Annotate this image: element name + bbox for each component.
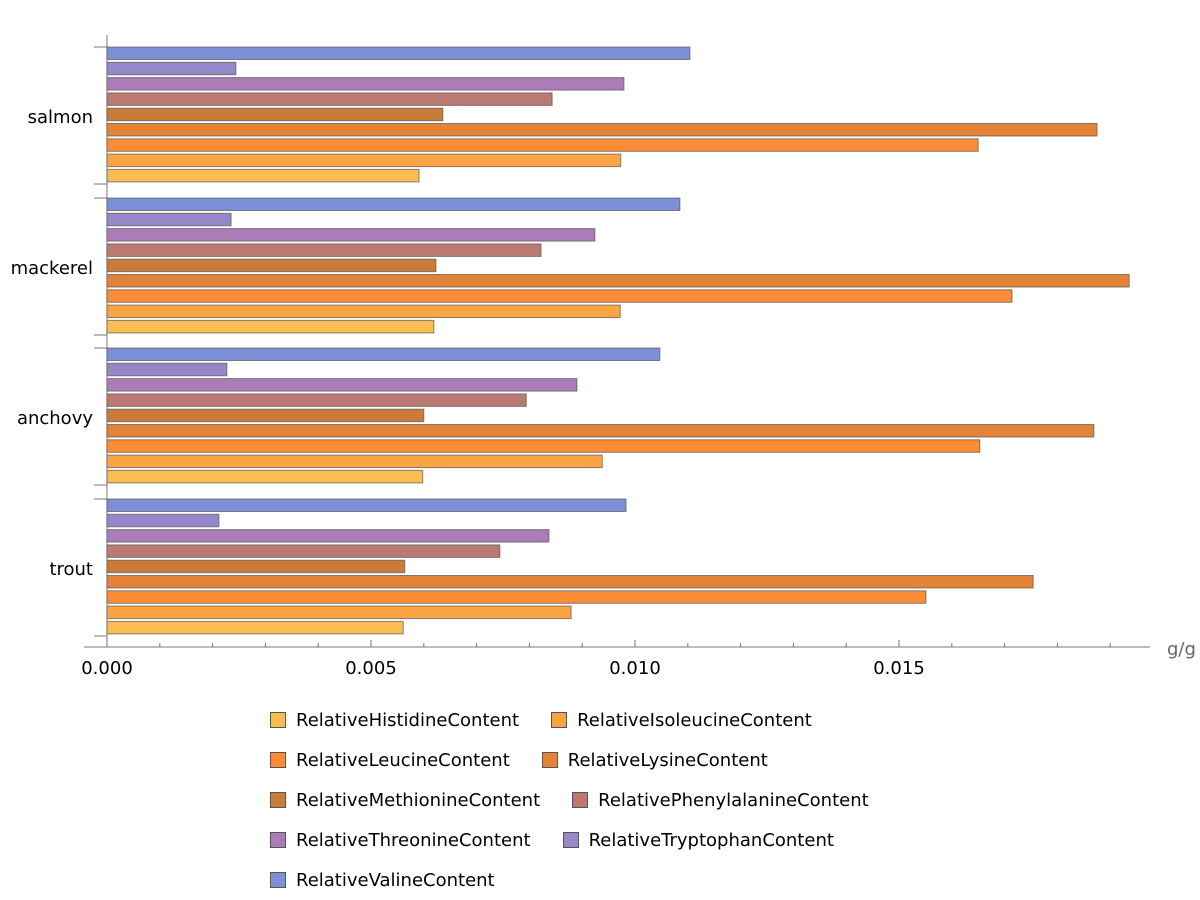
bar bbox=[106, 439, 981, 453]
legend: RelativeHistidineContent RelativeIsoleuci… bbox=[270, 700, 901, 900]
bar bbox=[106, 408, 425, 423]
legend-item: RelativeMethionineContent bbox=[270, 790, 540, 811]
legend-label: RelativeValineContent bbox=[296, 869, 495, 891]
legend-label: RelativeHistidineContent bbox=[296, 709, 520, 731]
category-label: mackerel bbox=[11, 258, 93, 279]
x-tick-label: 0.005 bbox=[345, 658, 397, 679]
legend-swatch bbox=[270, 832, 286, 848]
legend-item: RelativeIsoleucineContent bbox=[551, 710, 812, 731]
legend-swatch bbox=[270, 752, 286, 768]
x-tick-label: 0.015 bbox=[873, 658, 925, 679]
legend-row: RelativeValineContent bbox=[270, 860, 901, 900]
x-tick-label: 0.000 bbox=[81, 658, 133, 679]
legend-swatch bbox=[270, 792, 286, 808]
legend-swatch bbox=[270, 712, 286, 728]
legend-label: RelativeLysineContent bbox=[567, 749, 768, 771]
legend-swatch bbox=[572, 792, 589, 808]
bar bbox=[106, 513, 220, 528]
category-label: anchovy bbox=[17, 408, 93, 429]
legend-label: RelativeTryptophanContent bbox=[588, 829, 834, 851]
bar bbox=[106, 605, 572, 620]
x-tick-label: 0.010 bbox=[609, 658, 661, 679]
bar-chart: 0.000 0.005 0.010 0.015 g/g salmon mackerel anc… bbox=[11, 35, 1196, 679]
bar bbox=[106, 153, 622, 168]
x-axis-label: g/g bbox=[1167, 639, 1196, 660]
legend-row: RelativeHistidineContent RelativeIsoleuci… bbox=[270, 700, 901, 740]
bar bbox=[106, 559, 406, 574]
legend-row: RelativeMethionineContent RelativePhenyla… bbox=[270, 780, 901, 820]
bar bbox=[106, 469, 424, 484]
bar bbox=[106, 544, 501, 558]
legend-item: RelativePhenylalanineContent bbox=[572, 790, 869, 811]
category-label: salmon bbox=[28, 107, 93, 128]
bar bbox=[106, 362, 228, 377]
legend-row: RelativeThreonineContent RelativeTryptoph… bbox=[270, 820, 901, 860]
bar bbox=[106, 212, 232, 227]
legend-item: RelativeValineContent bbox=[270, 870, 495, 891]
bar bbox=[106, 107, 444, 122]
legend-item: RelativeLysineContent bbox=[541, 749, 768, 771]
bar bbox=[106, 498, 627, 512]
legend-item: RelativeThreonineContent bbox=[270, 830, 531, 851]
category-label: trout bbox=[49, 559, 93, 580]
bar bbox=[106, 393, 527, 407]
bar bbox=[106, 575, 1034, 589]
bar bbox=[106, 138, 979, 152]
bar bbox=[106, 61, 237, 76]
bar bbox=[106, 168, 420, 183]
bar bbox=[106, 228, 596, 242]
bar bbox=[106, 77, 625, 91]
legend-label: RelativePhenylalanineContent bbox=[598, 789, 869, 811]
legend-label: RelativeMethionineContent bbox=[296, 789, 541, 811]
bar bbox=[106, 197, 681, 211]
bar bbox=[106, 378, 578, 392]
bar bbox=[106, 274, 1130, 288]
legend-swatch bbox=[551, 712, 568, 728]
legend-item: RelativeTryptophanContent bbox=[562, 829, 834, 851]
legend-swatch bbox=[541, 752, 558, 768]
bar bbox=[106, 304, 621, 319]
bar bbox=[106, 319, 435, 334]
legend-label: RelativeIsoleucineContent bbox=[577, 709, 812, 731]
legend-swatch bbox=[562, 832, 579, 848]
bar bbox=[106, 92, 553, 106]
bar bbox=[106, 529, 550, 543]
bar bbox=[106, 123, 1098, 137]
legend-item: RelativeHistidineContent bbox=[270, 710, 519, 731]
bar bbox=[106, 590, 927, 604]
legend-label: RelativeThreonineContent bbox=[296, 829, 531, 851]
bar bbox=[106, 347, 661, 361]
bar bbox=[106, 258, 437, 273]
bar bbox=[106, 454, 603, 469]
legend-item: RelativeLeucineContent bbox=[270, 750, 510, 771]
bar bbox=[106, 424, 1095, 438]
bar bbox=[106, 289, 1013, 303]
bar bbox=[106, 620, 404, 635]
bar bbox=[106, 46, 691, 60]
legend-label: RelativeLeucineContent bbox=[296, 749, 510, 771]
legend-swatch bbox=[270, 872, 286, 888]
legend-row: RelativeLeucineContent RelativeLysineCont… bbox=[270, 740, 901, 780]
bar bbox=[106, 243, 542, 257]
